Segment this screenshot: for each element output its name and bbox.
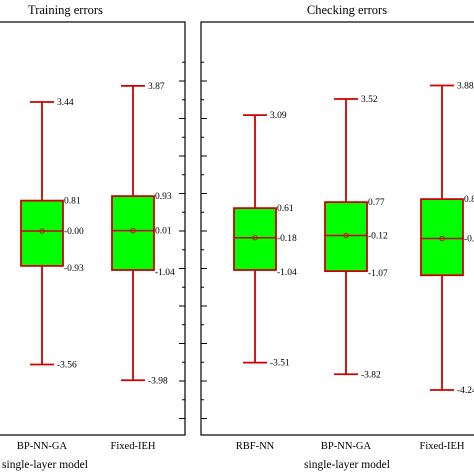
mean-marker (130, 227, 136, 234)
q3-label: 0.81 (64, 197, 81, 207)
q3-label: 0.61 (277, 204, 294, 214)
max-label: 3.44 (57, 98, 74, 108)
iqr-box (420, 198, 464, 277)
panel-checking (200, 21, 474, 436)
median-label: -0. (464, 235, 474, 245)
q1-label: -1.04 (155, 268, 175, 278)
mean-marker (343, 232, 349, 239)
max-label: 3.88 (457, 82, 474, 92)
chart-title: Checking errors (307, 3, 387, 17)
max-label: 3.87 (148, 82, 165, 92)
median-label: -0.00 (64, 227, 84, 237)
min-label: -3.82 (361, 370, 381, 380)
max-label: 3.52 (361, 95, 378, 105)
x-tick-label: RBF-NN (236, 441, 275, 452)
min-label: -3.98 (148, 376, 168, 386)
panel-training (0, 21, 186, 436)
panel-frame (0, 21, 186, 436)
chart-title: Training errors (28, 3, 103, 17)
q1-label: -1.04 (277, 268, 297, 278)
iqr-box (233, 207, 277, 271)
median-label: -0.18 (277, 234, 297, 244)
q1-label: -1.07 (368, 269, 388, 279)
x-tick-label: Fixed-IEH (420, 441, 465, 452)
q1-label: -0.93 (64, 264, 84, 274)
iqr-box (324, 201, 368, 273)
mean-marker (439, 235, 445, 242)
q3-label: 0.77 (368, 198, 385, 208)
min-label: -3.51 (270, 359, 290, 369)
min-label: -3.56 (57, 361, 77, 371)
q3-label: 0.8 (464, 195, 474, 205)
max-label: 3.09 (270, 111, 287, 121)
mean-marker (252, 235, 258, 241)
min-label: -4.24 (457, 386, 474, 396)
x-axis-label: single-layer model (304, 459, 390, 471)
q3-label: 0.93 (155, 192, 172, 202)
x-axis-label: single-layer model (2, 459, 88, 471)
median-label: -0.12 (368, 232, 388, 242)
mean-marker (39, 228, 45, 234)
x-tick-label: BP-NN-GA (321, 441, 372, 452)
x-tick-label: Fixed-IEH (111, 441, 156, 452)
median-label: 0.01 (155, 227, 172, 237)
x-tick-label: BP-NN-GA (17, 441, 68, 452)
panel-frame (200, 21, 474, 436)
